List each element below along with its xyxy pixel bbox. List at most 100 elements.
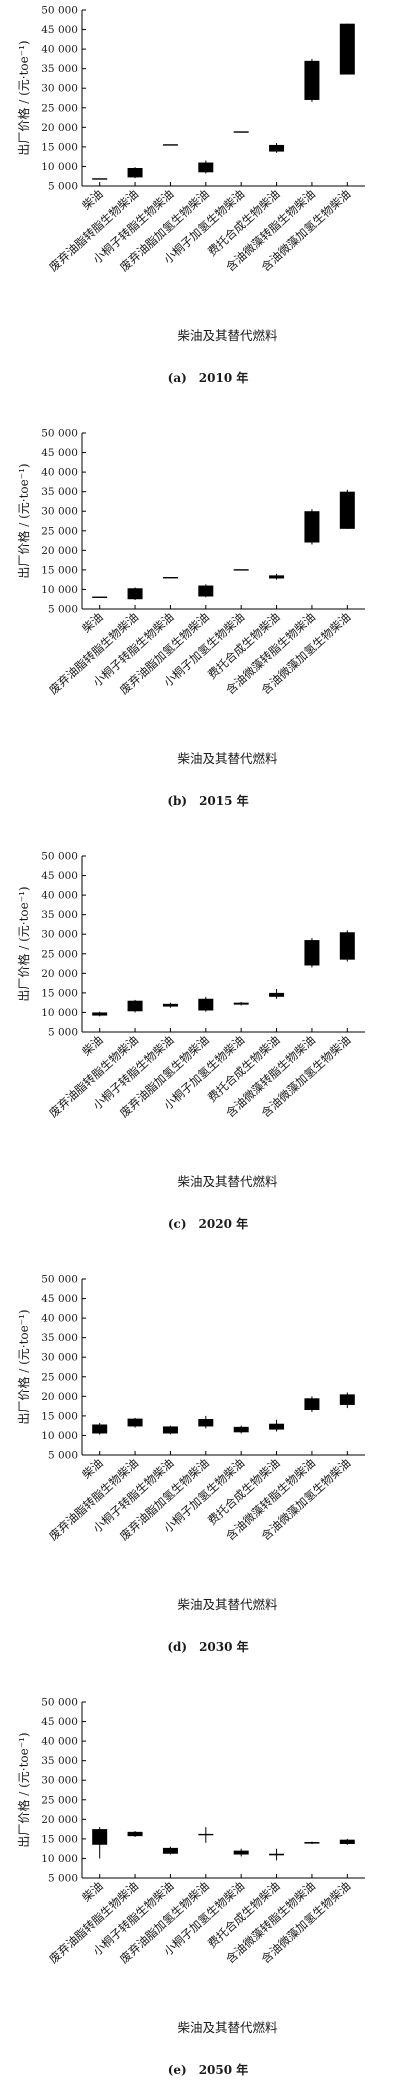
box-2 (162, 1846, 178, 1855)
box-body (269, 575, 285, 579)
box-7 (339, 23, 355, 75)
box-6 (304, 938, 320, 968)
y-tick-label: 25 000 (41, 102, 78, 114)
y-tick-label: 15 000 (41, 1833, 78, 1845)
panel-caption: (a) 2010 年 (168, 370, 249, 385)
y-tick-label: 20 000 (41, 122, 78, 134)
y-tick-label: 10 000 (41, 1430, 78, 1442)
box-6 (304, 1396, 320, 1412)
y-tick-label: 35 000 (41, 1332, 78, 1344)
x-axis-label: 柴油及其替代燃料 (177, 1597, 278, 1612)
y-tick-label: 45 000 (41, 24, 78, 36)
box-body (162, 1847, 178, 1854)
box-body (198, 998, 214, 1011)
y-tick-label: 40 000 (41, 1313, 78, 1325)
panel-2015: 5 000 10 000 15 000 20 000 25 000 30 000 35 00… (16, 428, 365, 808)
y-tick-label: 20 000 (41, 1814, 78, 1826)
box-0 (92, 1011, 108, 1017)
y-tick-label: 40 000 (41, 1736, 78, 1748)
box-6 (304, 509, 320, 545)
box-body (198, 1419, 214, 1427)
y-tick-label: 5 000 (48, 604, 78, 616)
x-category-label: 柴油 (79, 1033, 105, 1059)
y-tick-label: 30 000 (41, 1775, 78, 1787)
box-body (269, 1853, 285, 1856)
box-body (304, 1398, 320, 1411)
box-body (304, 511, 320, 543)
box-4 (233, 1425, 249, 1434)
box-body (304, 1842, 320, 1844)
box-2 (162, 1002, 178, 1008)
box-body (127, 1831, 143, 1837)
x-axis-label: 柴油及其替代燃料 (177, 751, 278, 766)
box-body (233, 569, 249, 571)
box-7 (339, 930, 355, 962)
y-axis-label: 出厂价格 / (元·toe⁻¹) (16, 463, 31, 578)
box-body (127, 1418, 143, 1427)
box-body (162, 1003, 178, 1007)
box-4 (233, 131, 249, 133)
box-1 (127, 167, 143, 179)
box-body (233, 1002, 249, 1005)
y-tick-label: 50 000 (41, 5, 78, 17)
box-0 (92, 596, 108, 598)
y-tick-label: 10 000 (41, 161, 78, 173)
y-axis-label: 出厂价格 / (元·toe⁻¹) (16, 1732, 31, 1847)
y-tick-label: 40 000 (41, 44, 78, 56)
y-tick-label: 25 000 (41, 525, 78, 537)
y-tick-label: 15 000 (41, 141, 78, 153)
panel-caption: (e) 2050 年 (168, 2062, 249, 2077)
panel-caption: (b) 2015 年 (167, 793, 248, 808)
y-tick-label: 10 000 (41, 584, 78, 596)
box-3 (198, 160, 214, 174)
y-tick-label: 45 000 (41, 1293, 78, 1305)
box-body (92, 596, 108, 598)
box-5 (269, 573, 285, 580)
box-body (304, 940, 320, 966)
box-4 (233, 1001, 249, 1006)
y-tick-label: 45 000 (41, 1716, 78, 1728)
y-tick-label: 10 000 (41, 1853, 78, 1865)
y-tick-label: 30 000 (41, 506, 78, 518)
y-tick-label: 5 000 (48, 1873, 78, 1885)
box-6 (304, 58, 320, 102)
box-3 (198, 584, 214, 598)
x-category-label: 柴油 (79, 1456, 105, 1482)
box-6 (304, 1841, 320, 1844)
box-body (127, 168, 143, 178)
y-tick-label: 15 000 (41, 564, 78, 576)
box-body (339, 23, 355, 75)
y-tick-label: 15 000 (41, 987, 78, 999)
y-axis-label: 出厂价格 / (元·toe⁻¹) (16, 40, 31, 155)
y-tick-label: 30 000 (41, 929, 78, 941)
box-3 (198, 1827, 214, 1843)
y-tick-label: 5 000 (48, 1027, 78, 1039)
x-axis-label: 柴油及其替代燃料 (177, 328, 278, 343)
box-body (92, 1829, 108, 1845)
y-tick-label: 50 000 (41, 1274, 78, 1286)
box-body (92, 1424, 108, 1434)
box-2 (162, 1425, 178, 1435)
box-0 (92, 1827, 108, 1859)
box-body (339, 1394, 355, 1405)
panel-2010: 5 000 10 000 15 000 20 000 25 000 30 000 35 00… (16, 5, 365, 385)
y-tick-label: 20 000 (41, 545, 78, 557)
x-category-label: 柴油 (79, 187, 105, 213)
box-body (162, 144, 178, 146)
y-tick-label: 25 000 (41, 948, 78, 960)
box-body (198, 585, 214, 597)
panel-caption: (c) 2020 年 (168, 1216, 248, 1231)
box-body (233, 1850, 249, 1855)
box-5 (269, 142, 285, 153)
box-0 (92, 1422, 108, 1435)
box-3 (198, 1415, 214, 1429)
box-body (233, 1426, 249, 1433)
box-2 (162, 577, 178, 579)
y-tick-label: 50 000 (41, 1697, 78, 1709)
y-tick-label: 25 000 (41, 1371, 78, 1383)
box-0 (92, 178, 108, 180)
y-axis-label: 出厂价格 / (元·toe⁻¹) (16, 886, 31, 1001)
y-tick-label: 35 000 (41, 909, 78, 921)
box-body (198, 1833, 214, 1836)
